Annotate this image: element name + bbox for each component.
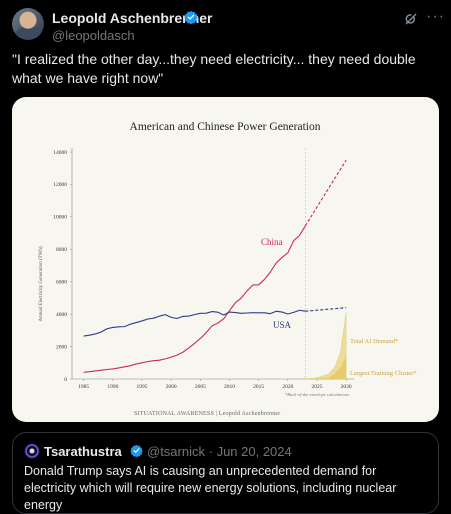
y-axis-label: Annual Electricity Generation (TWh) [39, 246, 44, 321]
verified-badge-icon [184, 10, 198, 24]
y-tick-label: 8000 [56, 247, 67, 253]
tweet-text: "I realized the other day...they need el… [12, 51, 416, 86]
china-label: China [261, 237, 283, 247]
chart-source: SITUATIONAL AWARENESS | Leopold Aschenbr… [134, 411, 280, 417]
chart-title: American and Chinese Power Generation [130, 121, 321, 133]
x-tick-label: 1985 [78, 384, 89, 390]
china-series-line [83, 225, 306, 373]
usa-projection-line [305, 307, 347, 312]
x-tick-label: 1990 [107, 384, 118, 390]
ai-total-label: Total AI Demand* [350, 338, 398, 345]
y-tick-label: 0 [64, 377, 67, 383]
more-icon[interactable]: ··· [426, 8, 445, 25]
quote-handle-date: @tsarnick · Jun 20, 2024 [147, 444, 292, 459]
quote-author-name[interactable]: Tsarathustra [44, 444, 122, 459]
usa-label: USA [273, 320, 292, 330]
author-name[interactable]: Leopold Aschenbrenner [52, 10, 213, 26]
y-tick-label: 12000 [53, 182, 67, 188]
x-tick-label: 2025 [312, 384, 323, 390]
x-tick-label: 2010 [224, 384, 235, 390]
y-tick-label: 4000 [56, 312, 67, 318]
y-tick-label: 2000 [56, 344, 67, 350]
x-tick-label: 2020 [282, 384, 293, 390]
china-projection-line [304, 159, 347, 227]
quote-text: Donald Trump says AI is causing an unpre… [24, 464, 397, 512]
quote-verified-badge-icon [130, 444, 143, 457]
author-avatar[interactable] [12, 8, 44, 40]
ai-cluster-label: Largest Training Cluster* [350, 370, 417, 377]
power-generation-chart: American and Chinese Power Generation An… [39, 121, 417, 417]
x-tick-label: 2000 [166, 384, 177, 390]
x-tick-label: 1995 [137, 384, 148, 390]
y-tick-label: 6000 [56, 280, 67, 286]
quoted-tweet[interactable]: Tsarathustra @tsarnick · Jun 20, 2024 Do… [12, 432, 439, 514]
x-tick-label: 2015 [253, 384, 264, 390]
x-tick-label: 2005 [195, 384, 206, 390]
y-tick-label: 14000 [53, 150, 67, 156]
ai-training-cluster-area [305, 356, 347, 379]
chart-footnote: *Back-of-the-envelope calculations. [285, 392, 350, 397]
author-handle[interactable]: @leopoldasch [52, 28, 135, 43]
y-tick-label: 10000 [53, 215, 67, 221]
quote-avatar[interactable] [24, 443, 40, 459]
grok-icon[interactable] [403, 11, 419, 27]
x-tick-label: 2030 [341, 384, 352, 390]
chart-image[interactable]: American and Chinese Power Generation An… [12, 97, 439, 422]
usa-series-line [83, 309, 306, 337]
